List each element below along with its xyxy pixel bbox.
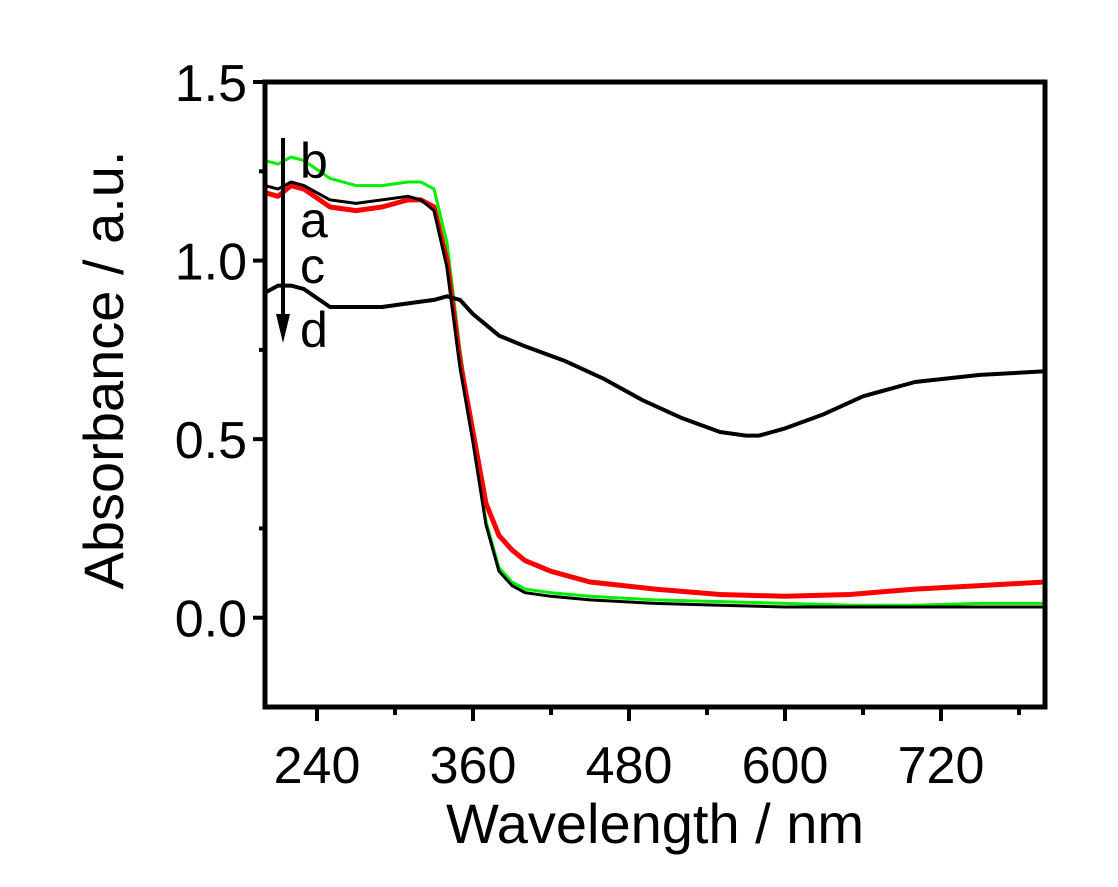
- x-tick-label: 600: [742, 737, 829, 795]
- x-axis-ticks: 240 360 480 600 720: [274, 707, 1021, 795]
- curve-label-a: a: [300, 192, 328, 248]
- plot-frame: [262, 79, 1048, 710]
- curves-group: [264, 155, 1046, 609]
- series-line-a: [264, 183, 1046, 599]
- y-tick-label: 0.0: [175, 591, 247, 649]
- x-tick-label: 480: [586, 737, 673, 795]
- y-axis-title: Absorbance / a.u.: [72, 151, 135, 590]
- curve-label-d: d: [300, 302, 328, 358]
- y-axis-ticks: 0.0 0.5 1.0 1.5: [175, 55, 265, 649]
- y-tick-label: 0.5: [175, 412, 247, 470]
- x-axis-title: Wavelength / nm: [446, 792, 864, 855]
- series-line-d: [264, 283, 1046, 438]
- x-tick-label: 720: [898, 737, 985, 795]
- y-tick-label: 1.5: [175, 55, 247, 113]
- x-tick-label: 240: [274, 737, 361, 795]
- curve-label-c: c: [300, 238, 325, 294]
- series-line-c: [264, 180, 1045, 609]
- y-tick-label: 1.0: [175, 234, 247, 292]
- curve-label-b: b: [300, 133, 328, 189]
- x-tick-label: 360: [430, 737, 517, 795]
- trend-arrow-head: [276, 314, 290, 343]
